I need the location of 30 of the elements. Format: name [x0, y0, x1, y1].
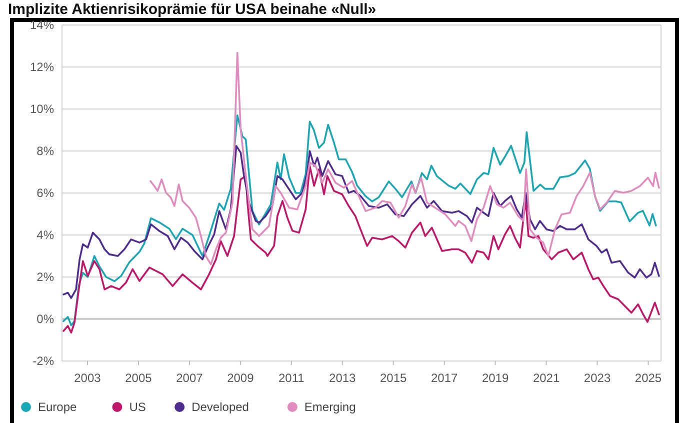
- y-tick-label: 14%: [30, 18, 54, 32]
- x-tick-label: 2013: [329, 371, 356, 385]
- x-tick-label: 2007: [176, 371, 204, 385]
- y-tick-label: 2%: [36, 270, 54, 284]
- x-tick-label: 2005: [125, 371, 152, 385]
- y-tick-label: 6%: [36, 186, 54, 200]
- y-tick-label: -2%: [32, 354, 54, 368]
- y-tick-label: 10%: [30, 102, 54, 116]
- y-tick-label: 12%: [30, 60, 54, 74]
- legend-label: US: [129, 400, 146, 414]
- line-series: [150, 52, 660, 266]
- y-tick-label: 4%: [36, 228, 54, 242]
- y-tick-label: 8%: [36, 144, 54, 158]
- legend-label: Emerging: [304, 400, 356, 414]
- y-tick-label: 0%: [36, 312, 54, 326]
- line-series: [62, 145, 660, 299]
- x-tick-label: 2021: [532, 371, 560, 385]
- x-tick-label: 2017: [430, 371, 458, 385]
- x-tick-label: 2019: [482, 371, 509, 385]
- x-tick-label: 2009: [227, 371, 254, 385]
- x-tick-label: 2023: [584, 371, 611, 385]
- x-tick-label: 2011: [278, 371, 305, 385]
- x-tick-label: 2015: [380, 371, 408, 385]
- line-series: [62, 114, 657, 326]
- x-tick-label: 2003: [74, 371, 102, 385]
- x-tick-label: 2025: [634, 371, 662, 385]
- legend-label: Europe: [38, 400, 78, 414]
- line-series: [62, 165, 660, 334]
- legend-label: Developed: [192, 400, 249, 414]
- chart-title: Implizite Aktienrisikoprämie für USA beinahe «Null»: [8, 1, 376, 18]
